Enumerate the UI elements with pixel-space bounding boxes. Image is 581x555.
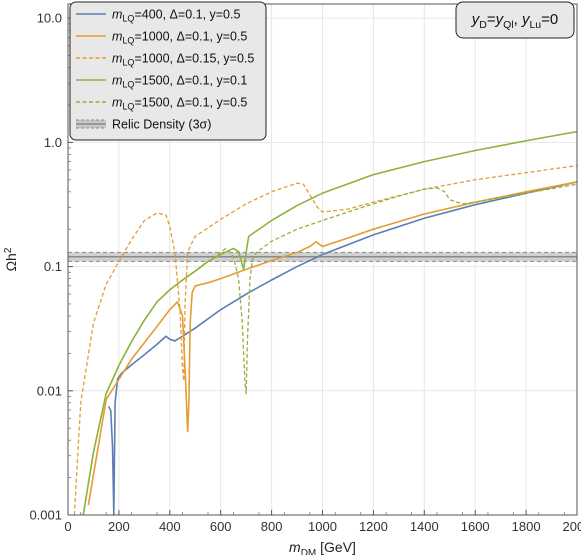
series-line-5 xyxy=(82,183,578,516)
series-line-4 xyxy=(82,130,578,516)
legend-label-5: mLQ=1500, Δ=0.1, y=0.5 xyxy=(112,96,247,112)
coupling-annotation: yD=yQl, yLu=0 xyxy=(455,1,575,39)
legend-label-2: mLQ=1000, Δ=0.1, y=0.5 xyxy=(112,30,247,46)
y-tick-label: 0.001 xyxy=(29,508,62,523)
legend-items: mLQ=400, Δ=0.1, y=0.5 mLQ=1000, Δ=0.1, y=… xyxy=(76,8,254,132)
x-tick-label: 600 xyxy=(210,519,232,534)
series-lines xyxy=(73,130,578,516)
x-tick-label: 1600 xyxy=(461,519,490,534)
relic-density-band xyxy=(68,251,577,262)
y-axis-title: Ωh2 xyxy=(3,247,19,271)
y-tick-label: 1.0 xyxy=(44,135,62,150)
legend-label-3: mLQ=1000, Δ=0.15, y=0.5 xyxy=(112,52,254,68)
x-tick-label: 1200 xyxy=(359,519,388,534)
legend-label-relic: Relic Density (3σ) xyxy=(112,118,211,132)
y-tick-label: 10.0 xyxy=(37,11,62,26)
y-tick-label: 0.01 xyxy=(37,383,62,398)
x-tick-label: 1400 xyxy=(410,519,439,534)
series-line-3 xyxy=(73,164,578,516)
y-tick-label: 0.1 xyxy=(44,259,62,274)
annotation-box xyxy=(455,1,575,39)
x-tick-label: 400 xyxy=(159,519,181,534)
x-tick-label: 1800 xyxy=(512,519,541,534)
legend-label-4: mLQ=1500, Δ=0.1, y=0.1 xyxy=(112,74,247,90)
x-axis-title: mDM [GeV] xyxy=(289,539,356,555)
legend: mLQ=400, Δ=0.1, y=0.5 mLQ=1000, Δ=0.1, y=… xyxy=(69,1,267,141)
x-tick-label: 800 xyxy=(261,519,283,534)
series-line-2 xyxy=(87,181,578,506)
legend-label-1: mLQ=400, Δ=0.1, y=0.5 xyxy=(112,8,240,24)
annotation-text: yD=yQl, yLu=0 xyxy=(471,11,559,31)
legend-box xyxy=(69,1,267,141)
series-line-1 xyxy=(107,181,578,516)
x-tick-label: 200 xyxy=(108,519,130,534)
x-tick-label: 0 xyxy=(64,519,71,534)
x-tick-label: 1000 xyxy=(308,519,337,534)
